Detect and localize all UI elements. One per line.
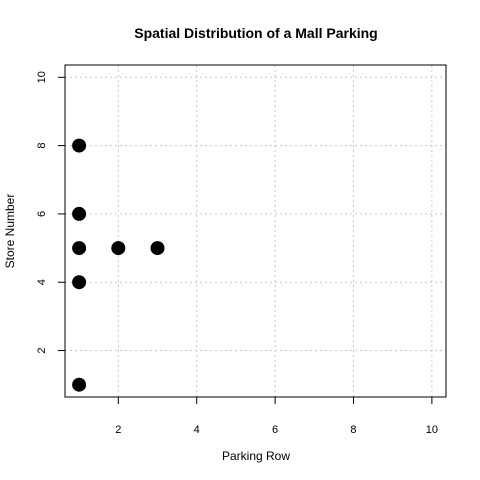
data-point-4 xyxy=(150,241,165,256)
data-point-1 xyxy=(72,206,87,221)
grid xyxy=(65,65,446,397)
y-tick-label-2: 2 xyxy=(36,347,48,353)
y-tick-label-10: 10 xyxy=(36,71,48,83)
y-axis: 2 4 6 8 10 xyxy=(36,71,66,354)
x-tick-label-4: 4 xyxy=(194,424,200,436)
data-points xyxy=(72,138,165,392)
x-tick-label-2: 2 xyxy=(115,424,121,436)
y-tick-label-4: 4 xyxy=(36,279,48,285)
y-tick-label-6: 6 xyxy=(36,211,48,217)
data-point-3 xyxy=(111,241,126,256)
data-point-6 xyxy=(72,377,87,392)
x-axis: 2 4 6 8 10 xyxy=(115,396,438,436)
data-point-0 xyxy=(72,138,87,153)
x-tick-label-8: 8 xyxy=(350,424,356,436)
data-point-2 xyxy=(72,241,87,256)
x-tick-label-6: 6 xyxy=(272,424,278,436)
chart-title: Spatial Distribution of a Mall Parking xyxy=(134,25,377,41)
y-axis-label: Store Number xyxy=(3,194,17,269)
x-axis-label: Parking Row xyxy=(222,449,290,463)
y-tick-label-8: 8 xyxy=(36,143,48,149)
x-tick-label-10: 10 xyxy=(426,424,438,436)
plot-frame xyxy=(64,64,447,398)
data-point-5 xyxy=(72,275,87,290)
